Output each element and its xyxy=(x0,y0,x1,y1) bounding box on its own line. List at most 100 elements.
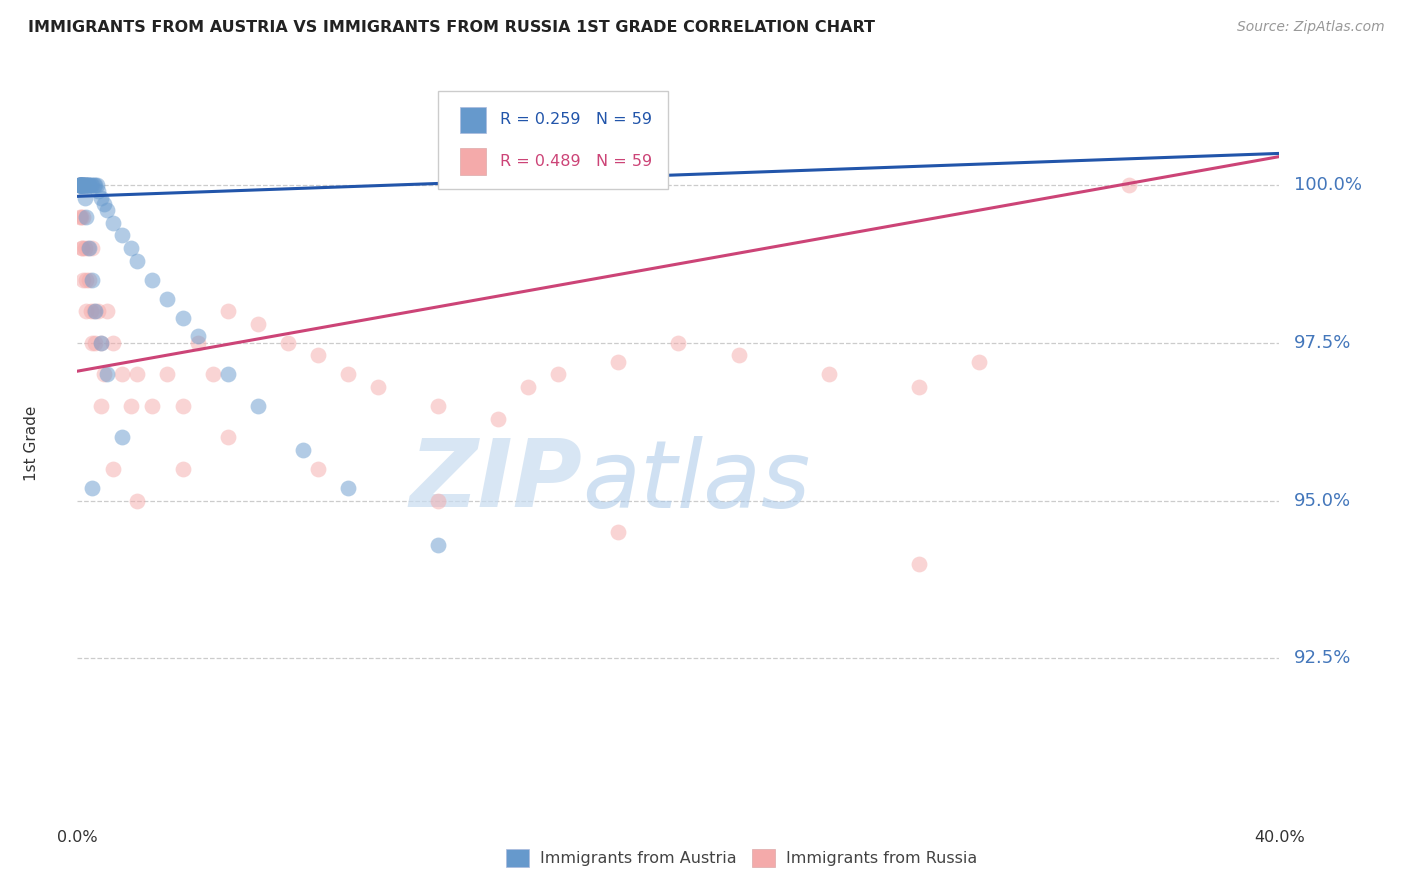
Point xyxy=(336,368,359,382)
Point xyxy=(69,178,91,192)
Point xyxy=(246,399,269,413)
Point xyxy=(908,380,931,394)
Point xyxy=(277,335,299,350)
Point xyxy=(72,178,94,192)
Point xyxy=(75,178,97,192)
Point xyxy=(127,368,149,382)
Text: 0.0%: 0.0% xyxy=(58,830,97,845)
Point xyxy=(69,178,91,192)
Point xyxy=(69,178,91,192)
Point xyxy=(607,525,630,540)
Point xyxy=(83,304,105,318)
Point xyxy=(103,216,125,230)
Point xyxy=(156,292,179,306)
Point xyxy=(111,430,134,444)
Text: 40.0%: 40.0% xyxy=(1254,830,1305,845)
Point xyxy=(172,462,194,476)
Point xyxy=(70,210,93,224)
Point xyxy=(172,310,194,325)
Point xyxy=(427,493,450,508)
Point xyxy=(246,317,269,331)
Point xyxy=(93,197,115,211)
Point xyxy=(72,178,94,192)
Text: 97.5%: 97.5% xyxy=(1294,334,1351,351)
Point xyxy=(75,178,97,192)
Point xyxy=(70,178,93,192)
Point xyxy=(70,241,93,255)
Point xyxy=(69,178,91,192)
FancyBboxPatch shape xyxy=(460,148,486,175)
Point xyxy=(96,368,118,382)
Point xyxy=(72,178,94,192)
Point xyxy=(72,273,94,287)
Text: Source: ZipAtlas.com: Source: ZipAtlas.com xyxy=(1237,20,1385,34)
Point xyxy=(82,335,104,350)
Point xyxy=(1118,178,1140,192)
Point xyxy=(75,178,97,192)
Point xyxy=(141,273,163,287)
Point xyxy=(111,228,134,243)
Point xyxy=(186,335,209,350)
Point xyxy=(73,178,96,192)
Point xyxy=(69,178,91,192)
Text: 1st Grade: 1st Grade xyxy=(24,406,39,482)
Point xyxy=(307,348,329,362)
Point xyxy=(90,335,112,350)
Point xyxy=(69,210,91,224)
Point xyxy=(103,335,125,350)
Point xyxy=(84,335,107,350)
Text: ZIP: ZIP xyxy=(409,435,582,527)
Point xyxy=(79,178,101,192)
Point xyxy=(75,273,97,287)
Point xyxy=(217,368,239,382)
Point xyxy=(73,178,96,192)
Point xyxy=(127,253,149,268)
FancyBboxPatch shape xyxy=(460,106,486,134)
Point xyxy=(217,304,239,318)
Point xyxy=(75,178,97,192)
Point xyxy=(70,178,93,192)
Point xyxy=(291,443,314,458)
Point xyxy=(96,304,118,318)
Point xyxy=(87,304,110,318)
Point xyxy=(84,178,107,192)
Text: R = 0.489   N = 59: R = 0.489 N = 59 xyxy=(501,153,652,169)
Point xyxy=(217,430,239,444)
Point xyxy=(547,368,569,382)
Point xyxy=(79,178,101,192)
Point xyxy=(82,178,104,192)
Point xyxy=(84,304,107,318)
Point xyxy=(73,178,96,192)
Point xyxy=(80,178,103,192)
Point xyxy=(127,493,149,508)
Point xyxy=(201,368,224,382)
Point xyxy=(70,178,93,192)
Point xyxy=(186,329,209,343)
Point xyxy=(141,399,163,413)
Point xyxy=(70,178,93,192)
Point xyxy=(120,241,142,255)
Point xyxy=(79,273,101,287)
Point xyxy=(73,241,96,255)
Point xyxy=(79,241,101,255)
Text: atlas: atlas xyxy=(582,435,810,526)
Point xyxy=(67,178,90,192)
Text: Immigrants from Austria: Immigrants from Austria xyxy=(540,851,737,865)
Point xyxy=(82,241,104,255)
Point xyxy=(172,399,194,413)
Point xyxy=(73,191,96,205)
Point xyxy=(668,335,690,350)
Point xyxy=(82,273,104,287)
Point xyxy=(83,178,105,192)
Point xyxy=(427,399,450,413)
Point xyxy=(67,178,90,192)
Point xyxy=(70,178,93,192)
Point xyxy=(72,178,94,192)
Point xyxy=(96,203,118,218)
Point xyxy=(86,178,108,192)
Point xyxy=(82,481,104,495)
Text: R = 0.259   N = 59: R = 0.259 N = 59 xyxy=(501,112,652,128)
Point xyxy=(307,462,329,476)
Point xyxy=(427,538,450,552)
Point xyxy=(367,380,389,394)
